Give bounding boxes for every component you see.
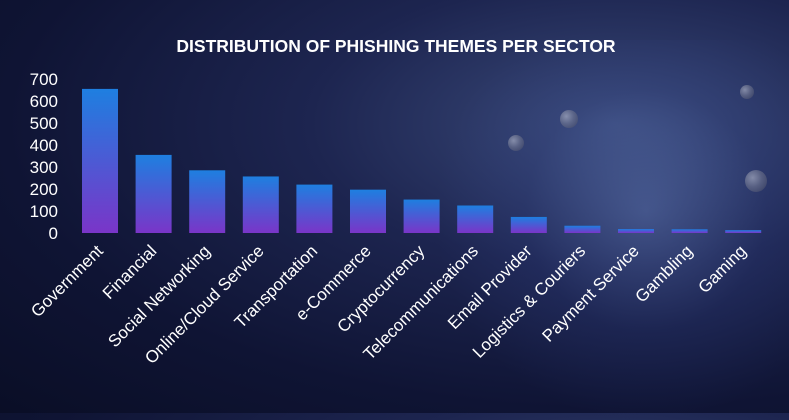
bar bbox=[189, 170, 226, 233]
bar bbox=[82, 88, 118, 234]
y-tick-label: 600 bbox=[30, 92, 58, 111]
x-tick-label: Gambling bbox=[632, 241, 697, 306]
bar bbox=[135, 154, 172, 233]
chart-title: DISTRIBUTION OF PHISHING THEMES PER SECT… bbox=[176, 36, 616, 56]
bar bbox=[510, 216, 547, 233]
bar bbox=[457, 205, 494, 233]
y-tick-label: 100 bbox=[30, 202, 58, 221]
bar bbox=[564, 225, 601, 233]
bar bbox=[725, 230, 762, 233]
bar bbox=[296, 184, 333, 233]
bar bbox=[671, 229, 708, 233]
y-tick-label: 300 bbox=[30, 158, 58, 177]
x-tick-label: Government bbox=[27, 241, 107, 321]
bar bbox=[618, 229, 654, 233]
bars bbox=[82, 88, 762, 234]
bar bbox=[403, 199, 440, 233]
y-tick-label: 400 bbox=[30, 136, 58, 155]
y-tick-label: 200 bbox=[30, 180, 58, 199]
x-tick-label: Social Networking bbox=[104, 241, 214, 351]
bar bbox=[350, 189, 386, 233]
x-tick-label: Gaming bbox=[694, 241, 750, 297]
y-tick-label: 0 bbox=[49, 224, 58, 243]
y-tick-label: 700 bbox=[30, 70, 58, 89]
bar bbox=[242, 176, 279, 233]
y-tick-label: 500 bbox=[30, 114, 58, 133]
y-axis: 700 600 500 400 300 200 100 0 bbox=[30, 70, 58, 243]
x-tick-label: Payment Service bbox=[539, 241, 643, 345]
